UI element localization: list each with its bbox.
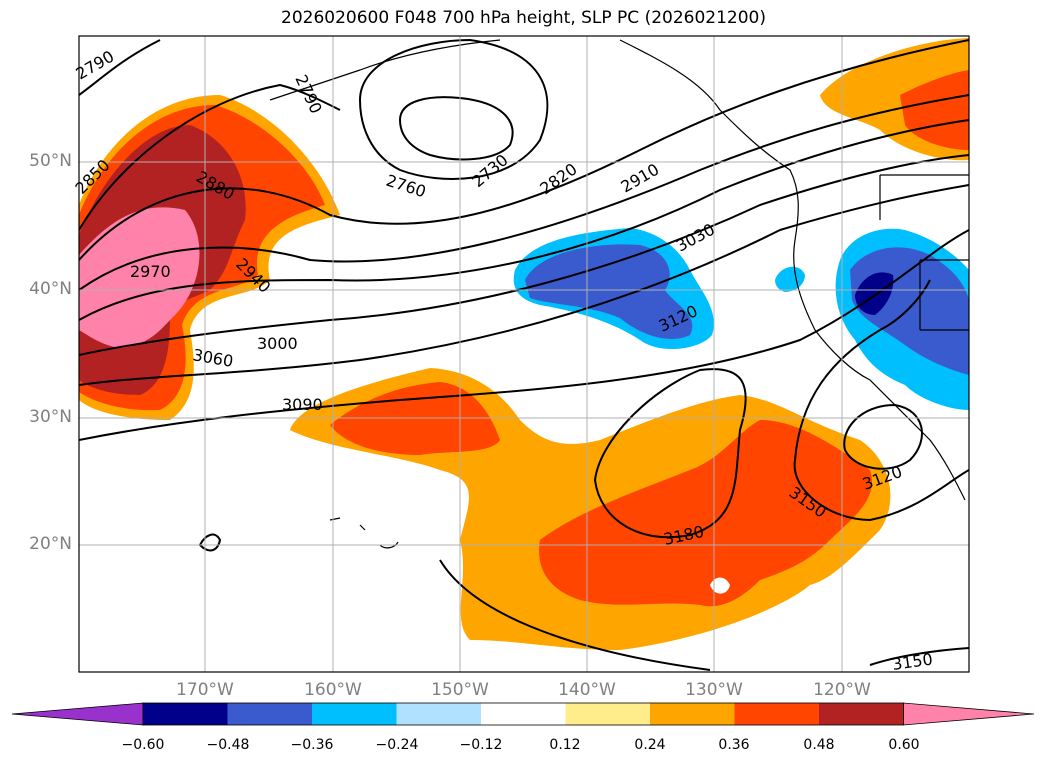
negative-anomaly-west-us [775, 228, 969, 410]
graticule [79, 36, 969, 672]
colorbar-tick: −0.60 [121, 737, 165, 753]
lat-label-50n: 50°N [29, 151, 72, 171]
colorbar-segment [734, 703, 820, 725]
lon-label-120w: 120°W [813, 680, 871, 700]
lon-label-140w: 140°W [558, 680, 616, 700]
contour-label: 2970 [130, 262, 171, 281]
lon-label-130w: 130°W [685, 680, 743, 700]
colorbar-segment [227, 703, 313, 725]
colorbar-extension-max [903, 702, 1035, 726]
colorbar-segment [481, 703, 566, 725]
lon-label-170w: 170°W [176, 680, 234, 700]
lon-label-160w: 160°W [304, 680, 362, 700]
colorbar-tick: −0.36 [290, 737, 334, 753]
contour-label: 3000 [257, 334, 298, 353]
lat-label-20n: 20°N [29, 534, 72, 554]
map-panel: 2790 2850 2880 2940 2970 2790 2760 2730 … [71, 35, 970, 674]
colorbar-tick: −0.24 [375, 737, 419, 753]
colorbar-segment [819, 703, 904, 725]
colorbar-tick: 0.48 [803, 737, 835, 753]
colorbar-segment [143, 703, 228, 725]
map-title: 2026020600 F048 700 hPa height, SLP PC (… [281, 8, 766, 28]
height-contours [79, 38, 969, 671]
colorbar-tick: 0.12 [549, 737, 581, 753]
map-frame [78, 35, 970, 673]
lat-label-30n: 30°N [29, 407, 72, 427]
lon-label-150w: 150°W [431, 680, 489, 700]
colorbar-extension-min [11, 702, 144, 726]
colorbar-segment [312, 703, 397, 725]
colorbar-frame [142, 702, 904, 726]
contour-label: 3090 [282, 395, 323, 414]
coastlines [269, 39, 969, 549]
colorbar-tick: −0.12 [459, 737, 503, 753]
colorbar-segment [650, 703, 735, 725]
colorbar-tick: 0.36 [718, 737, 750, 753]
colorbar-tick: 0.24 [634, 737, 666, 753]
colorbar-tick: 0.60 [888, 737, 920, 753]
lat-label-40n: 40°N [29, 279, 72, 299]
colorbar-segment [565, 703, 651, 725]
colorbar-segment [396, 703, 482, 725]
colorbar-tick: −0.48 [206, 737, 250, 753]
positive-anomaly-northwest [79, 95, 340, 420]
negative-anomaly-central [513, 228, 714, 350]
